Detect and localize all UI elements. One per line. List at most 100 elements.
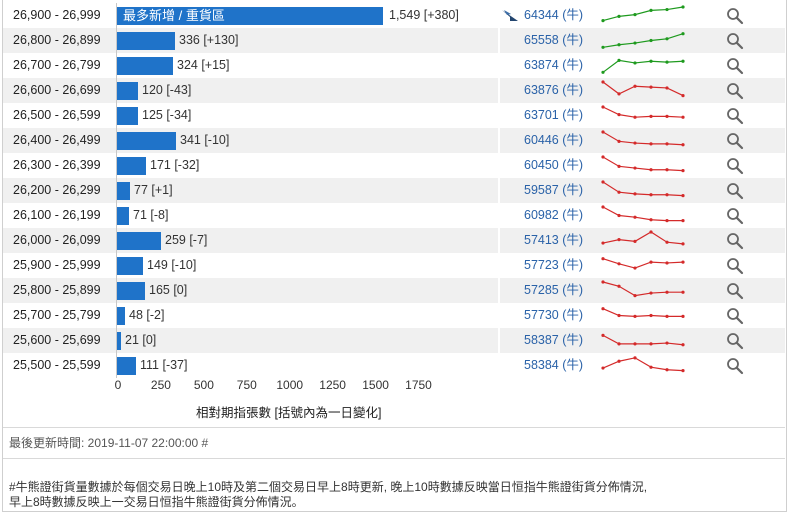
volume-bar[interactable] bbox=[117, 82, 138, 100]
warrant-code-link[interactable]: 57723 (牛) bbox=[524, 258, 584, 272]
trend-sparkline[interactable] bbox=[599, 254, 685, 277]
warrant-code-link[interactable]: 65558 (牛) bbox=[524, 33, 584, 47]
magnifier-icon[interactable] bbox=[726, 107, 744, 125]
magnifier-icon[interactable] bbox=[726, 82, 744, 100]
table-row: 26,400 - 26,499 341 [-10] 60446 (牛) bbox=[3, 128, 785, 153]
warrant-code-link[interactable]: 58387 (牛) bbox=[524, 333, 584, 347]
warrant-code-link[interactable]: 60450 (牛) bbox=[524, 158, 584, 172]
warrant-code-link[interactable]: 63874 (牛) bbox=[524, 58, 584, 72]
trend-sparkline[interactable] bbox=[599, 354, 685, 377]
magnifier-icon[interactable] bbox=[726, 257, 744, 275]
sparkline-point bbox=[617, 113, 621, 117]
sparkline-point bbox=[681, 219, 685, 223]
trend-sparkline[interactable] bbox=[599, 154, 685, 177]
trend-sparkline[interactable] bbox=[599, 229, 685, 252]
sparkline-point bbox=[665, 60, 669, 64]
axis-line bbox=[116, 178, 117, 203]
trend-sparkline[interactable] bbox=[599, 104, 685, 127]
magnifier-icon[interactable] bbox=[726, 332, 744, 350]
magnifier-icon[interactable] bbox=[726, 57, 744, 75]
strike-range-label: 25,800 - 25,899 bbox=[13, 283, 101, 297]
volume-bar[interactable] bbox=[117, 232, 161, 250]
trend-sparkline[interactable] bbox=[599, 204, 685, 227]
volume-bar[interactable] bbox=[117, 207, 129, 225]
sparkline-point bbox=[617, 164, 621, 168]
trend-sparkline[interactable] bbox=[599, 54, 685, 77]
sparkline-path bbox=[602, 231, 684, 245]
bar-value-label: 111 [-37] bbox=[140, 358, 188, 372]
volume-bar[interactable] bbox=[117, 107, 138, 125]
sparkline-point bbox=[681, 32, 685, 36]
sparkline-point bbox=[649, 342, 653, 346]
warrant-code-link[interactable]: 57413 (牛) bbox=[524, 233, 584, 247]
magnifier-icon[interactable] bbox=[726, 207, 744, 225]
magnifier-icon[interactable] bbox=[726, 282, 744, 300]
warrant-code-link[interactable]: 63701 (牛) bbox=[524, 108, 584, 122]
trend-sparkline[interactable] bbox=[599, 329, 685, 352]
x-axis-tick-label: 1000 bbox=[276, 378, 304, 392]
sparkline-path bbox=[602, 334, 684, 346]
warrant-code-link[interactable]: 57285 (牛) bbox=[524, 283, 584, 297]
warrant-code-link[interactable]: 63876 (牛) bbox=[524, 83, 584, 97]
trend-sparkline[interactable] bbox=[599, 304, 685, 327]
warrant-code-link[interactable]: 60982 (牛) bbox=[524, 208, 584, 222]
warrant-code-link[interactable]: 64344 (牛) bbox=[524, 8, 584, 22]
bar-value-label: 341 [-10] bbox=[180, 133, 230, 147]
magnifier-icon[interactable] bbox=[726, 232, 744, 250]
sparkline-point bbox=[633, 342, 637, 346]
bar-value-label: 324 [+15] bbox=[177, 58, 230, 72]
sparkline-point bbox=[681, 59, 685, 63]
magnifier-icon[interactable] bbox=[726, 157, 744, 175]
magnifier-icon[interactable] bbox=[726, 7, 744, 25]
x-axis-tick-label: 1500 bbox=[362, 378, 389, 392]
row-background bbox=[3, 278, 498, 303]
warrant-code-link[interactable]: 58384 (牛) bbox=[524, 358, 584, 372]
sparkline-point bbox=[633, 41, 637, 45]
volume-bar[interactable] bbox=[117, 57, 173, 75]
strike-range-label: 26,500 - 26,599 bbox=[13, 108, 101, 122]
warrant-code-link[interactable]: 57730 (牛) bbox=[524, 308, 584, 322]
volume-bar[interactable] bbox=[117, 32, 175, 50]
magnifier-icon[interactable] bbox=[726, 132, 744, 150]
strike-range-label: 26,000 - 26,099 bbox=[13, 233, 101, 247]
trend-sparkline[interactable] bbox=[599, 279, 685, 302]
x-axis-tick-label: 1750 bbox=[405, 378, 432, 392]
sparkline-point bbox=[649, 85, 653, 89]
volume-bar[interactable] bbox=[117, 332, 121, 350]
volume-bar[interactable] bbox=[117, 307, 125, 325]
sparkline-point bbox=[617, 43, 621, 47]
sparkline-path bbox=[602, 206, 683, 222]
strike-range-label: 26,600 - 26,699 bbox=[13, 83, 101, 97]
volume-bar[interactable] bbox=[117, 157, 146, 175]
trend-sparkline[interactable] bbox=[599, 79, 685, 102]
sparkline-point bbox=[649, 142, 653, 146]
volume-bar[interactable] bbox=[117, 182, 130, 200]
trend-sparkline[interactable] bbox=[599, 129, 685, 152]
warrant-code-link[interactable]: 60446 (牛) bbox=[524, 133, 584, 147]
volume-bar[interactable] bbox=[117, 357, 136, 375]
table-row: 26,900 - 26,999 最多新增 / 重貨區 1,549 [+380] 643… bbox=[3, 3, 785, 28]
bar-inside-label: 最多新增 / 重貨區 bbox=[123, 8, 225, 23]
warrant-code-link[interactable]: 59587 (牛) bbox=[524, 183, 584, 197]
magnifier-icon[interactable] bbox=[726, 182, 744, 200]
trend-sparkline[interactable] bbox=[599, 4, 685, 27]
sparkline-path bbox=[602, 156, 684, 172]
magnifier-icon[interactable] bbox=[726, 307, 744, 325]
volume-bar[interactable] bbox=[117, 132, 176, 150]
strike-range-label: 26,800 - 26,899 bbox=[13, 33, 101, 47]
trend-sparkline[interactable] bbox=[599, 29, 685, 52]
sparkline-point bbox=[633, 166, 637, 170]
magnifier-icon[interactable] bbox=[726, 357, 744, 375]
strike-range-label: 26,200 - 26,299 bbox=[13, 183, 101, 197]
volume-bar[interactable] bbox=[117, 282, 145, 300]
bar-value-label: 149 [-10] bbox=[147, 258, 197, 272]
bar-value-label: 77 [+1] bbox=[134, 183, 173, 197]
trend-sparkline[interactable] bbox=[599, 179, 685, 202]
bar-value-label: 259 [-7] bbox=[165, 233, 208, 247]
sparkline-point bbox=[649, 8, 653, 12]
sparkline-point bbox=[617, 92, 621, 96]
volume-bar[interactable] bbox=[117, 257, 143, 275]
sparkline-point bbox=[649, 365, 653, 369]
magnifier-icon[interactable] bbox=[726, 32, 744, 50]
volume-bar[interactable] bbox=[117, 7, 383, 25]
